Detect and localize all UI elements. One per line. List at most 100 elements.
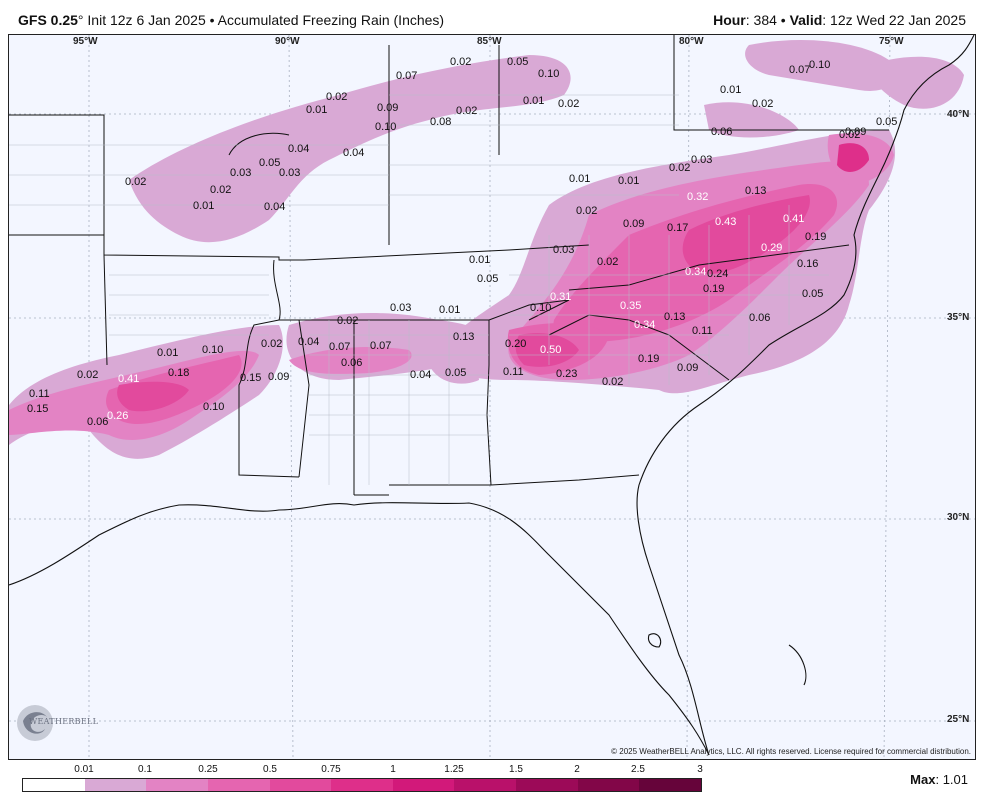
value-label: 0.03 <box>230 167 252 179</box>
max-value-label: Max: 1.01 <box>910 772 968 787</box>
max-value: : 1.01 <box>935 772 968 787</box>
value-label: 0.15 <box>240 372 262 384</box>
header-title: GFS 0.25° Init 12z 6 Jan 2025 • Accumula… <box>18 12 444 28</box>
product-name: Accumulated Freezing Rain (Inches) <box>217 12 445 28</box>
value-label: 0.02 <box>602 376 624 388</box>
weatherbell-logo: WEATHERBELL <box>13 701 105 745</box>
value-label: 0.10 <box>538 68 560 80</box>
map-panel: 95°W 90°W 85°W 80°W 75°W 40°N 35°N 30°N … <box>8 34 976 760</box>
legend-tick-label: 2.5 <box>631 764 645 775</box>
value-label: 0.13 <box>745 185 767 197</box>
value-label: 0.07 <box>370 340 392 352</box>
value-label: 0.43 <box>715 216 737 228</box>
value-label: 0.02 <box>839 129 861 141</box>
value-label: 0.02 <box>669 162 691 174</box>
state-boundaries <box>9 35 889 496</box>
value-label: 0.02 <box>77 369 99 381</box>
value-label: 0.41 <box>118 373 140 385</box>
lon-label-90w: 90°W <box>275 36 300 47</box>
legend-swatch <box>639 779 702 791</box>
legend-tick-label: 2 <box>574 764 580 775</box>
logo-text: WEATHERBELL <box>29 717 99 726</box>
legend-swatch <box>84 779 147 791</box>
value-label: 0.04 <box>288 143 310 155</box>
value-label: 0.01 <box>523 95 545 107</box>
legend-swatch <box>146 779 208 791</box>
value-label: 0.24 <box>707 268 729 280</box>
legend-tick-label: 0.1 <box>138 764 152 775</box>
value-label: 0.04 <box>264 201 286 213</box>
swirl-icon <box>17 705 53 741</box>
lat-label-25n: 25°N <box>947 714 970 725</box>
value-label: 0.10 <box>530 302 552 314</box>
legend-tick-label: 1.5 <box>509 764 523 775</box>
value-label: 0.05 <box>445 367 467 379</box>
value-label: 0.32 <box>687 191 709 203</box>
value-label: 0.15 <box>27 403 49 415</box>
value-label: 0.19 <box>703 283 725 295</box>
bullet: • <box>209 12 215 28</box>
value-label: 0.04 <box>410 369 432 381</box>
value-label: 0.07 <box>789 64 811 76</box>
valid-value: : 12z Wed 22 Jan 2025 <box>822 12 966 28</box>
value-label: 0.06 <box>749 312 771 324</box>
value-label: 0.13 <box>664 311 686 323</box>
value-label: 0.01 <box>193 200 215 212</box>
value-label: 0.09 <box>623 218 645 230</box>
legend-tick-label: 0.25 <box>198 764 218 775</box>
value-label: 0.06 <box>341 357 363 369</box>
value-label: 0.09 <box>268 371 290 383</box>
value-label: 0.02 <box>326 91 348 103</box>
value-label: 0.11 <box>503 366 524 378</box>
value-label: 0.07 <box>329 341 351 353</box>
value-label: 0.01 <box>618 175 640 187</box>
legend-swatch <box>577 779 640 791</box>
value-label: 0.08 <box>430 116 452 128</box>
value-label: 0.10 <box>809 59 831 71</box>
legend-tick-label: 0.5 <box>263 764 277 775</box>
value-label: 0.07 <box>396 70 418 82</box>
lon-label-95w: 95°W <box>73 36 98 47</box>
legend-tick-label: 0.01 <box>74 764 94 775</box>
lat-label-35n: 35°N <box>947 312 970 323</box>
value-label: 0.04 <box>298 336 320 348</box>
value-label: 0.02 <box>597 256 619 268</box>
value-label: 0.05 <box>507 56 529 68</box>
value-label: 0.09 <box>845 126 867 138</box>
value-label: 0.01 <box>157 347 179 359</box>
value-label: 0.02 <box>752 98 774 110</box>
map-canvas <box>9 35 975 759</box>
value-label: 0.01 <box>720 84 742 96</box>
value-label: 0.17 <box>667 222 689 234</box>
value-label: 0.19 <box>805 231 827 243</box>
value-label: 0.05 <box>259 157 281 169</box>
value-label: 0.10 <box>203 401 225 413</box>
legend-swatch <box>207 779 270 791</box>
value-label: 0.02 <box>450 56 472 68</box>
value-label: 0.04 <box>343 147 365 159</box>
value-label: 0.01 <box>569 173 591 185</box>
value-label: 0.10 <box>202 344 224 356</box>
model-name: GFS 0.25 <box>18 12 78 28</box>
value-label: 0.19 <box>638 353 660 365</box>
color-legend: 0.01 0.1 0.25 0.5 0.75 1 1.25 1.5 2 2.5 3 Max: 1.0… <box>0 762 984 808</box>
lon-label-75w: 75°W <box>879 36 904 47</box>
value-label: 0.34 <box>634 319 656 331</box>
value-label: 0.05 <box>802 288 824 300</box>
legend-swatch <box>23 779 85 791</box>
value-label: 0.02 <box>125 176 147 188</box>
value-label: 0.03 <box>279 167 301 179</box>
legend-tick-label: 3 <box>697 764 703 775</box>
degree-symbol: ° <box>77 12 84 28</box>
value-label: 0.23 <box>556 368 578 380</box>
legend-swatch <box>516 779 578 791</box>
value-label: 0.20 <box>505 338 527 350</box>
value-label: 0.10 <box>375 121 397 133</box>
valid-label: Valid <box>789 12 823 28</box>
legend-tick-label: 0.75 <box>321 764 341 775</box>
copyright-text: © 2025 WeatherBELL Analytics, LLC. All r… <box>611 747 971 756</box>
lat-label-40n: 40°N <box>947 109 970 120</box>
legend-swatch <box>269 779 332 791</box>
value-label: 0.02 <box>210 184 232 196</box>
bullet: • <box>780 12 786 28</box>
